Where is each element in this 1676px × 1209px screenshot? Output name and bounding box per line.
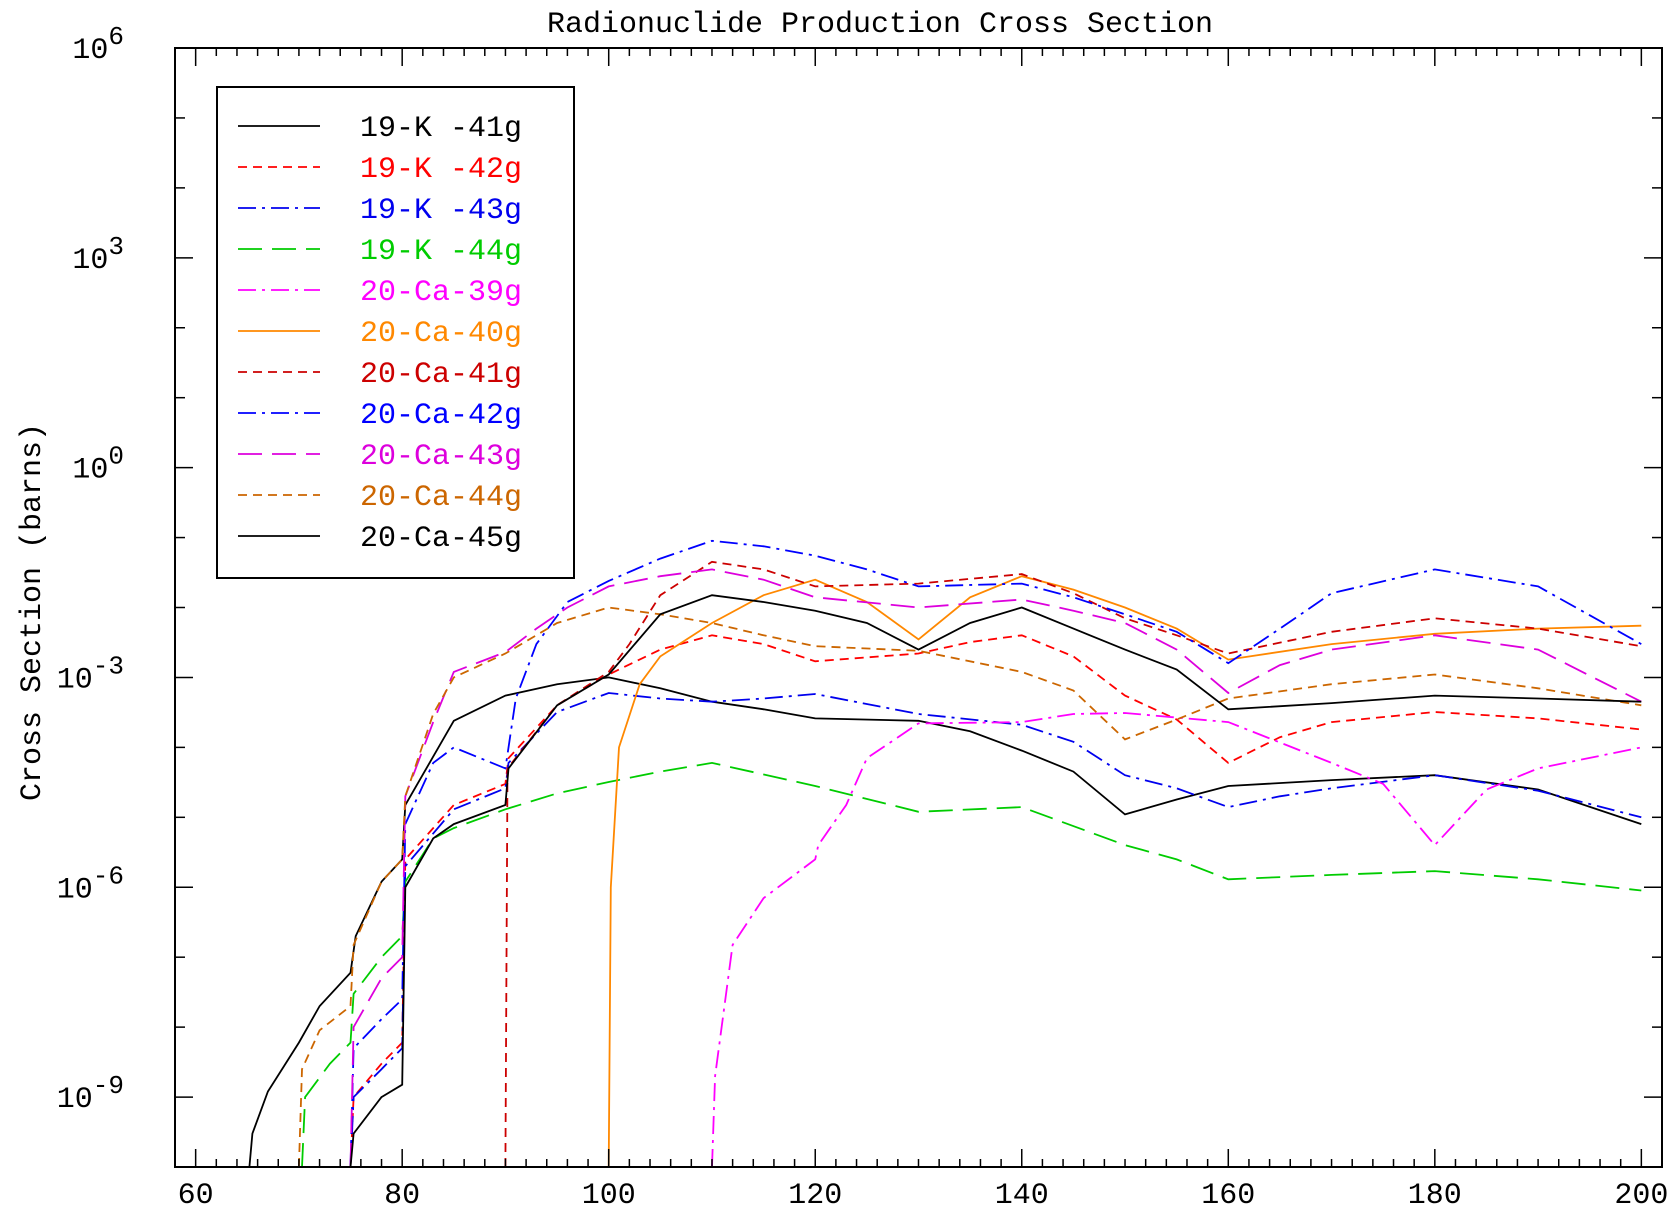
legend-label: 20-Ca-44g — [360, 481, 522, 515]
x-tick-label: 80 — [384, 1179, 420, 1209]
y-axis-label: Cross Section (barns) — [16, 423, 50, 801]
legend-label: 19-K -43g — [360, 194, 522, 228]
legend-label: 20-Ca-45g — [360, 522, 522, 556]
y-tick-label: 10-6 — [57, 861, 124, 907]
legend-label: 19-K -44g — [360, 235, 522, 269]
x-tick-label: 60 — [178, 1179, 214, 1209]
series-line-20-ca-45g — [349, 594, 1642, 1167]
y-tick-label: 100 — [72, 442, 124, 488]
legend-label: 20-Ca-42g — [360, 399, 522, 433]
series-line-20-ca-43g — [349, 568, 1642, 1167]
y-tick-label: 106 — [72, 22, 124, 68]
legend-box — [216, 86, 575, 579]
y-tick-label: 10-9 — [57, 1071, 124, 1117]
x-tick-label: 200 — [1614, 1179, 1668, 1209]
y-tick-label: 103 — [72, 232, 124, 278]
x-tick-label: 160 — [1201, 1179, 1255, 1209]
series-layer — [248, 539, 1642, 1167]
x-tick-label: 140 — [995, 1179, 1049, 1209]
legend-label: 19-K -41g — [360, 112, 522, 146]
x-tick-label: 100 — [582, 1179, 636, 1209]
y-tick-label: 10-3 — [57, 651, 124, 697]
series-line-19-k-44g — [301, 761, 1642, 1167]
legend-label: 20-Ca-39g — [360, 276, 522, 310]
legend: 19-K -41g 19-K -42g 19-K -43g 19-K -44g 20-C… — [216, 86, 575, 579]
series-line-19-k-41g — [248, 676, 1642, 1167]
series-line-19-k-43g — [349, 692, 1642, 1167]
series-line-19-k-42g — [349, 634, 1642, 1167]
series-line-20-ca-40g — [607, 575, 1642, 1167]
x-tick-label: 120 — [788, 1179, 842, 1209]
series-line-20-ca-41g — [504, 560, 1642, 1167]
legend-label: 20-Ca-43g — [360, 440, 522, 474]
legend-label: 19-K -42g — [360, 153, 522, 187]
x-tick-label: 180 — [1408, 1179, 1462, 1209]
series-line-20-ca-39g — [711, 712, 1642, 1167]
legend-label: 20-Ca-40g — [360, 317, 522, 351]
chart-title: Radionuclide Production Cross Section — [547, 8, 1213, 42]
legend-label: 20-Ca-41g — [360, 358, 522, 392]
axes: 60 80 100 120 140 160 180 200 106 103 100 10-3 10-6 1… — [57, 22, 1669, 1209]
series-line-20-ca-42g — [349, 539, 1642, 1167]
